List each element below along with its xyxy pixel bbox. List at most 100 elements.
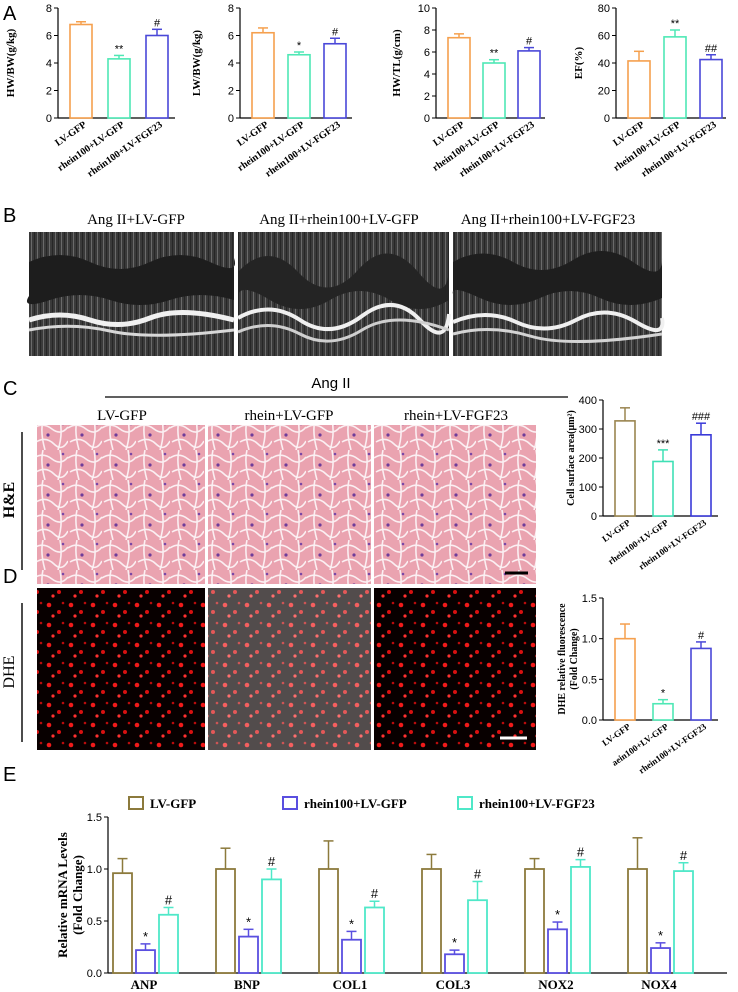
- ef-ytick-label: 60: [598, 31, 610, 43]
- dhe-image-1: [37, 588, 205, 750]
- mrna-bar: [547, 928, 568, 974]
- mrna-bar: [238, 935, 259, 974]
- mrna-ytick-label: 1.0: [87, 864, 102, 876]
- mrna-bar: [215, 868, 236, 974]
- csa-y-axis-label: Cell surface area(μm²): [566, 410, 577, 506]
- csa-bar: [690, 433, 712, 517]
- mrna-category-label: NOX2: [538, 977, 573, 992]
- legend-swatch: [128, 796, 144, 810]
- mrna-category-label: COL3: [436, 977, 471, 992]
- mrna-bar: [158, 913, 179, 974]
- csa-significance-mark: ***: [657, 438, 671, 450]
- hwbw-ytick-label: 6: [46, 31, 52, 43]
- he-image-2: [208, 425, 371, 584]
- legend-label: rhein100+LV-FGF23: [479, 796, 595, 811]
- hwtl-ytick-label: 4: [424, 69, 430, 81]
- hwtl-ytick-label: 0: [424, 113, 430, 125]
- ef-bar: [699, 58, 723, 119]
- he-image-3: [374, 425, 536, 584]
- echo-image-1: [26, 232, 235, 356]
- dhe-image-3: [374, 588, 536, 750]
- mrna-significance-mark: *: [246, 914, 251, 929]
- panel-letter-d: D: [3, 566, 17, 588]
- legend-label: LV-GFP: [150, 796, 196, 811]
- dhe-significance-mark: #: [698, 630, 705, 642]
- mrna-bar: [364, 906, 385, 974]
- ef-bar: [627, 60, 651, 119]
- hwtl-ytick-label: 8: [424, 25, 430, 37]
- echo-image-3: [452, 232, 665, 356]
- echo-label-3: Ang II+rhein100+LV-FGF23: [461, 212, 636, 228]
- mrna-significance-mark: *: [452, 935, 457, 950]
- ef-ytick-label: 80: [598, 3, 610, 15]
- lwbw-bar: [251, 31, 275, 119]
- lwbw-y-axis-label: LW/BW(g/kg): [191, 30, 203, 97]
- lwbw-ytick-label: 0: [228, 113, 234, 125]
- hwbw-y-axis-label: HW/BW(g/kg): [5, 28, 17, 97]
- hwbw-bar: [145, 34, 169, 119]
- panel-letter-e: E: [3, 764, 16, 786]
- echo-image-2: [237, 232, 451, 356]
- dhe-ytick-label: 0.5: [582, 674, 597, 686]
- hwtl-ytick-label: 6: [424, 47, 430, 59]
- ef-bar: [663, 36, 687, 119]
- mrna-bar: [112, 872, 133, 974]
- lwbw-significance-mark: #: [332, 26, 339, 38]
- ef-ytick-label: 20: [598, 86, 610, 98]
- csa-significance-mark: ###: [692, 411, 711, 423]
- mrna-category-label: NOX4: [641, 977, 677, 992]
- mrna-category-label: COL1: [333, 977, 368, 992]
- legend-swatch: [282, 796, 298, 810]
- ef-significance-mark: **: [671, 18, 680, 30]
- mrna-bar: [341, 938, 362, 974]
- ef-y-axis-label: EF(%): [573, 46, 585, 79]
- dhe-significance-mark: *: [661, 688, 666, 700]
- mrna-significance-mark: *: [658, 928, 663, 943]
- legend-label: rhein100+LV-GFP: [304, 796, 407, 811]
- hwtl-significance-mark: #: [526, 36, 533, 48]
- dhe-category-label: LV-GFP: [600, 721, 632, 748]
- mrna-category-label: ANP: [131, 977, 158, 992]
- mrna-significance-mark: *: [555, 907, 560, 922]
- csa-category-label: rhein100+LV-FGF23: [637, 517, 709, 571]
- mrna-significance-mark: *: [349, 916, 354, 931]
- hwbw-bar: [69, 23, 93, 119]
- chart-lwbw: 02468LW/BW(g/kg)LV-GFP*rhein100+LV-GFP#r…: [191, 3, 352, 180]
- chart-ef: 020406080EF(%)LV-GFP**rhein100+LV-GFP##r…: [573, 3, 726, 180]
- mrna-significance-mark: #: [268, 854, 276, 869]
- csa-ytick-label: 200: [579, 453, 597, 465]
- mrna-bar: [261, 878, 282, 974]
- dhe-ytick-label: 1.5: [582, 593, 597, 605]
- mrna-significance-mark: #: [680, 848, 688, 863]
- histology-panel: Ang II LV-GFP rhein+LV-GFP rhein+LV-FGF2…: [1, 375, 568, 750]
- csa-ytick-label: 0: [591, 511, 597, 523]
- lwbw-ytick-label: 6: [228, 31, 234, 43]
- mrna-ylabel-line1: Relative mRNA Levels: [55, 832, 70, 958]
- echo-label-1: Ang II+LV-GFP: [87, 212, 185, 228]
- hwbw-ytick-label: 8: [46, 3, 52, 15]
- dhe-ytick-label: 0.0: [582, 715, 597, 727]
- csa-bar: [652, 460, 674, 517]
- lwbw-significance-mark: *: [297, 40, 302, 52]
- mrna-significance-mark: #: [577, 845, 585, 860]
- mrna-ytick-label: 0.0: [87, 968, 102, 980]
- mrna-bar: [467, 899, 488, 974]
- hist-col-3: rhein+LV-FGF23: [404, 408, 508, 424]
- ef-significance-mark: ##: [705, 43, 718, 55]
- hwbw-ytick-label: 0: [46, 113, 52, 125]
- hwtl-ytick-label: 2: [424, 91, 430, 103]
- hwtl-bar: [447, 36, 471, 119]
- echo-panel: Ang II+LV-GFP Ang II+rhein100+LV-GFP Ang…: [26, 212, 665, 356]
- hwtl-ytick-label: 10: [418, 3, 430, 15]
- dhe-y-axis-label: DHE relative fluorescence(Fold Change): [557, 603, 580, 715]
- hist-col-1: LV-GFP: [97, 408, 147, 424]
- csa-ytick-label: 400: [579, 395, 597, 407]
- mrna-bar: [673, 870, 694, 974]
- chart-hwtl: 0246810HW/TL(g/cm)LV-GFP**rhein100+LV-GF…: [391, 3, 545, 180]
- mrna-significance-mark: *: [143, 929, 148, 944]
- hwbw-ytick-label: 4: [46, 58, 52, 70]
- mrna-significance-mark: #: [165, 892, 173, 907]
- mrna-bar: [318, 868, 339, 974]
